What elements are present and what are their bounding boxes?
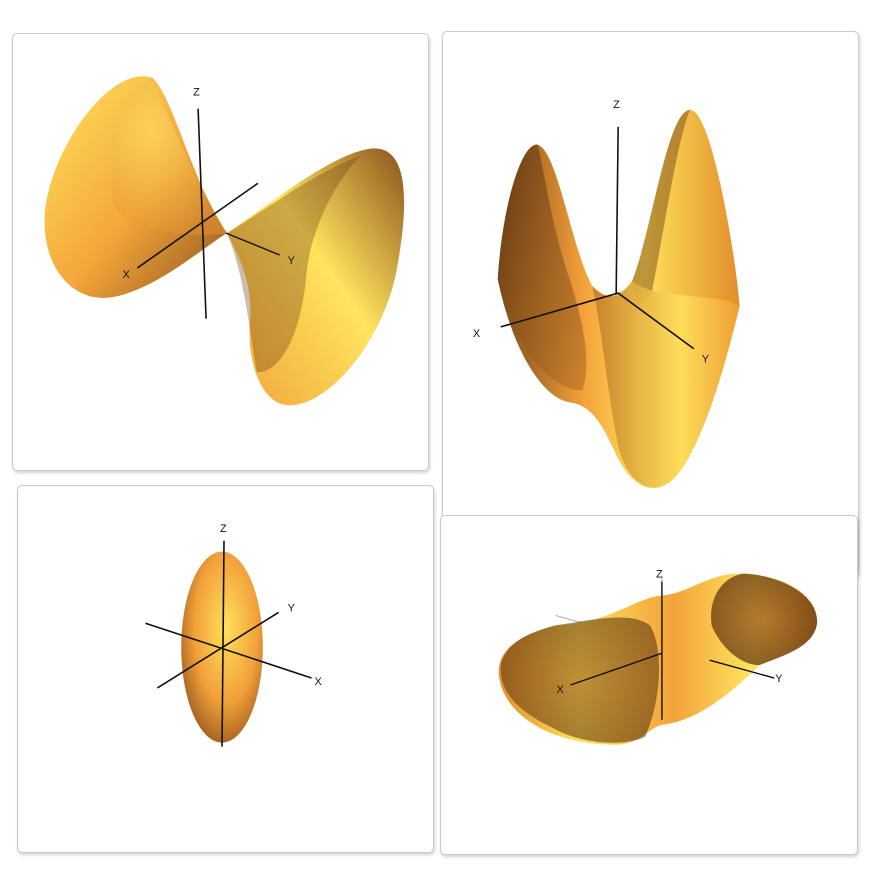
x-axis-label: X: [557, 684, 565, 696]
hyperboloid-plot: Z X Y: [498, 569, 818, 745]
z-axis: [197, 108, 207, 319]
y-axis: [709, 659, 775, 679]
y-axis-label: Y: [288, 602, 296, 614]
ellipsoid-plot: Z X Y: [145, 523, 323, 747]
y-axis-label: Y: [288, 255, 296, 267]
z-axis-label: Z: [193, 87, 200, 99]
hyperboloid-panel: Z X Y: [440, 515, 858, 855]
z-axis-label: Z: [613, 99, 620, 111]
z-axis-label: Z: [220, 523, 227, 535]
x-axis: [136, 182, 259, 269]
z-axis: [615, 126, 619, 294]
x-axis: [570, 652, 663, 686]
y-axis-label: Y: [775, 673, 783, 685]
x-axis: [145, 622, 312, 679]
y-axis-label: Y: [702, 354, 710, 366]
double-cone-panel: Z X Y: [12, 33, 429, 471]
hyperbolic-paraboloid-panel: Z X Y: [442, 31, 859, 576]
x-axis-label: X: [315, 676, 323, 688]
ellipsoid-panel: Z X Y: [17, 485, 434, 853]
z-axis: [221, 540, 225, 747]
x-axis: [500, 292, 619, 328]
right-cone-nappe: [226, 148, 405, 406]
x-axis-label: X: [473, 328, 481, 340]
y-axis: [617, 292, 695, 350]
x-axis-label: X: [122, 269, 130, 281]
hyperbolic-paraboloid-plot: Z X Y: [473, 99, 740, 489]
y-axis: [225, 232, 280, 256]
y-axis: [156, 611, 280, 689]
z-axis-label: Z: [656, 569, 663, 581]
double-cone-plot: Z X Y: [44, 76, 405, 406]
